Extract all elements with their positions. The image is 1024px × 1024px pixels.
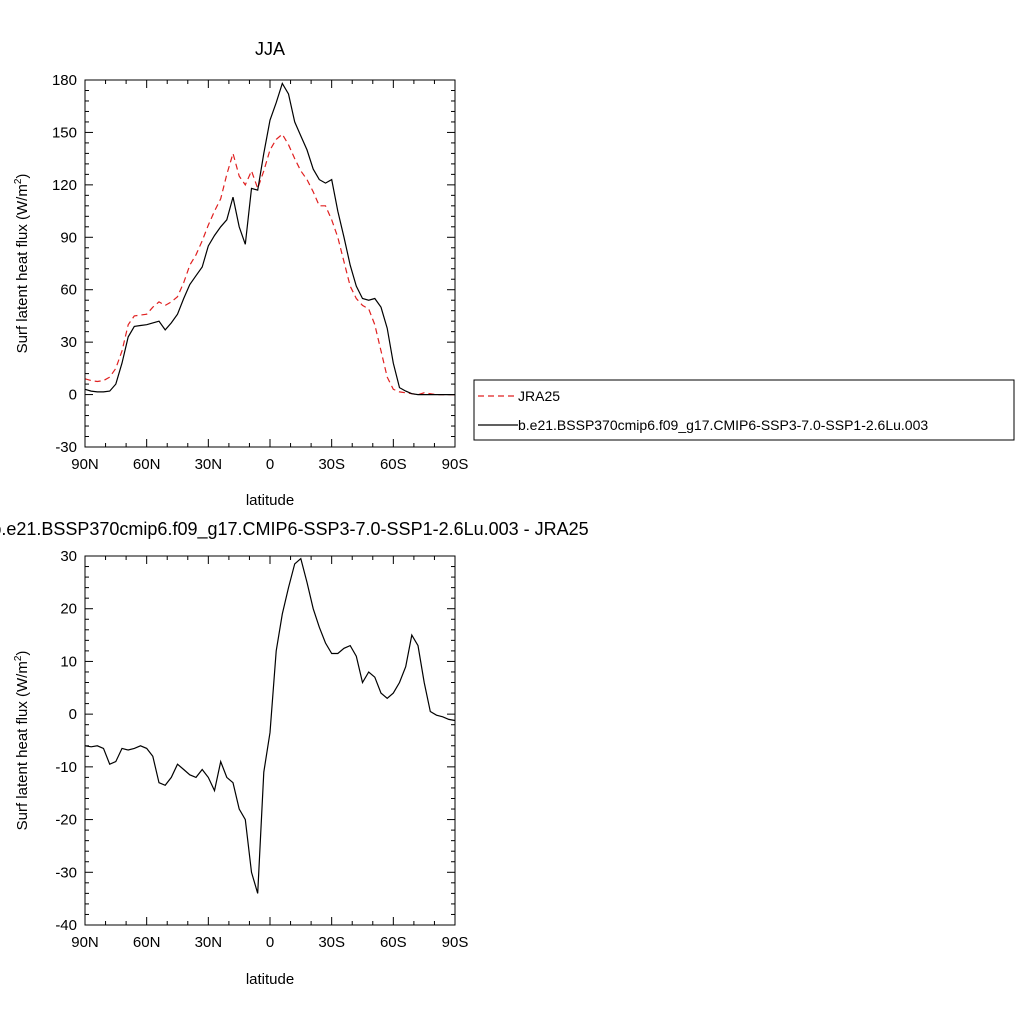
y-axis-label: Surf latent heat flux (W/m2) [13,651,31,831]
y-tick-label: 0 [69,706,77,723]
x-tick-label: 30N [195,934,223,951]
y-tick-label: -30 [55,439,77,456]
chart-title: JJA [255,39,285,59]
x-tick-label: 60N [133,456,161,473]
y-axis-label: Surf latent heat flux (W/m2) [13,174,31,354]
top-chart-frame [84,79,456,448]
bottom-chart-ticks: -40 -30 -20 -10 0 10 20 30 90N 60N 30N 0 30S 60S 90S [55,548,468,951]
legend: JRA25 b.e21.BSSP370cmip6.f09_g17.CMIP6-S… [473,379,1015,441]
y-tick-label: -40 [55,917,77,934]
x-tick-label: 90S [442,456,469,473]
legend-box [473,379,1015,441]
bottom-chart-frame [84,555,456,926]
y-tick-label: 20 [60,601,77,618]
difference-chart-title: b.e21.BSSP370cmip6.f09_g17.CMIP6-SSP3-7.… [0,519,589,540]
legend-label-jra25: JRA25 [518,388,560,404]
y-axis-label-superscript: 2 [13,655,24,661]
x-tick-label: 90N [71,456,99,473]
y-axis-label-superscript: 2 [13,178,24,184]
series-line-b [84,82,455,396]
x-axis-label: latitude [246,971,294,988]
y-tick-label: -30 [55,864,77,881]
y-tick-label: 10 [60,653,77,670]
x-tick-label: 60N [133,934,161,951]
x-axis-label: latitude [246,492,294,509]
legend-label-model: b.e21.BSSP370cmip6.f09_g17.CMIP6-SSP3-7.… [518,417,928,433]
top-chart-ticks: -30 0 30 60 90 120 150 180 90N 60N 30N 0 30S 60S 90S [52,72,468,473]
series-line-difference [84,557,456,894]
x-tick-label: 60S [380,456,407,473]
x-tick-label: 0 [266,456,274,473]
top-chart-panel: JJA -30 0 30 60 90 120 150 180 90N 60N 30N 0 30S 60S 9… [13,39,468,509]
y-tick-label: 150 [52,124,77,141]
y-tick-label: 120 [52,177,77,194]
x-tick-label: 60S [380,934,407,951]
x-tick-label: 30S [318,456,345,473]
bottom-chart-panel: b.e21.BSSP370cmip6.f09_g17.CMIP6-SSP3-7.… [0,519,589,988]
y-tick-label: -10 [55,759,77,776]
y-tick-label: 30 [60,548,77,565]
top-chart-series [84,82,455,396]
x-tick-label: 0 [266,934,274,951]
x-tick-label: 90S [442,934,469,951]
y-tick-label: 0 [69,387,77,404]
series-line-jra25 [84,133,455,396]
y-tick-label: 180 [52,72,77,89]
x-tick-label: 90N [71,934,99,951]
x-tick-label: 30N [195,456,223,473]
x-tick-label: 30S [318,934,345,951]
y-tick-label: 30 [60,334,77,351]
y-tick-label: 60 [60,282,77,299]
y-tick-label: 90 [60,229,77,246]
y-tick-label: -20 [55,812,77,829]
bottom-chart-series [84,557,456,894]
